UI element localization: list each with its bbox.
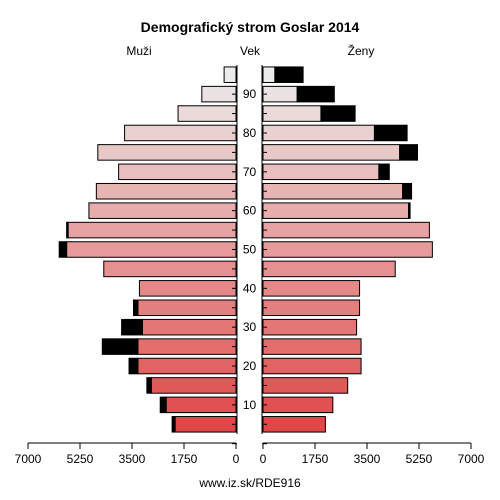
- female-excess-85-89: [296, 85, 335, 103]
- male-bar-20-24: [137, 338, 237, 355]
- male-bar-85-89: [201, 85, 237, 103]
- female-bar-90+: [262, 66, 276, 83]
- female-x-tick-label: 5250: [406, 452, 433, 466]
- female-x-tick-label: 3500: [354, 452, 381, 466]
- female-x-tick-label: 1750: [302, 452, 329, 466]
- female-excess-80-84: [320, 105, 356, 122]
- male-bar-0-4: [174, 416, 237, 433]
- male-bar-5-9: [165, 396, 237, 414]
- male-bar-65-69: [118, 163, 237, 181]
- male-bar-55-59: [88, 202, 237, 219]
- male-x-tick-label: 0: [233, 452, 240, 466]
- male-bar-45-49: [66, 241, 237, 258]
- male-bar-80-84: [177, 105, 237, 122]
- male-excess-5-9: [159, 396, 167, 414]
- female-bar-40-44: [262, 260, 396, 278]
- female-excess-60-64: [402, 182, 413, 200]
- female-bar-0-4: [262, 416, 326, 433]
- age-tick-label-20: 20: [243, 359, 257, 373]
- female-excess-70-74: [399, 144, 419, 161]
- age-tick-label-80: 80: [243, 126, 257, 140]
- male-excess-0-4: [171, 416, 176, 433]
- bars-layer: [58, 66, 433, 433]
- age-tick-label-90: 90: [243, 87, 257, 101]
- female-bar-55-59: [262, 202, 410, 219]
- male-bar-30-34: [137, 299, 237, 317]
- female-bar-15-19: [262, 357, 362, 375]
- male-x-tick-label: 1750: [171, 452, 198, 466]
- male-excess-10-14: [146, 377, 152, 394]
- female-bar-75-79: [262, 124, 375, 142]
- male-x-tick-label: 7000: [15, 452, 42, 466]
- male-bar-25-29: [141, 318, 237, 336]
- female-excess-55-59: [408, 202, 411, 219]
- female-bar-80-84: [262, 105, 322, 122]
- male-bar-75-79: [124, 124, 237, 142]
- female-bar-45-49: [262, 241, 433, 258]
- male-bar-35-39: [138, 280, 237, 297]
- age-tick-label-30: 30: [243, 320, 257, 334]
- male-excess-50-54: [66, 221, 69, 239]
- male-excess-30-34: [132, 299, 139, 317]
- male-bar-90+: [223, 66, 237, 83]
- female-bar-10-14: [262, 377, 349, 394]
- male-excess-25-29: [121, 318, 143, 336]
- male-bar-50-54: [67, 221, 237, 239]
- female-bar-65-69: [262, 163, 380, 181]
- female-excess-65-69: [378, 163, 390, 181]
- chart-title: Demografický strom Goslar 2014: [141, 19, 360, 35]
- female-bar-20-24: [262, 338, 362, 355]
- male-excess-45-49: [58, 241, 68, 258]
- female-x-tick-label: 7000: [458, 452, 485, 466]
- female-bar-85-89: [262, 85, 298, 103]
- male-x-tick-label: 5250: [67, 452, 94, 466]
- female-bar-25-29: [262, 318, 358, 336]
- female-bar-50-54: [262, 221, 430, 239]
- female-excess-75-79: [373, 124, 408, 142]
- footer-source: www.iz.sk/RDE916: [198, 476, 301, 490]
- female-bar-30-34: [262, 299, 361, 317]
- age-label: Vek: [240, 44, 261, 58]
- male-x-tick-label: 3500: [119, 452, 146, 466]
- male-bar-60-64: [95, 182, 237, 200]
- age-tick-label-60: 60: [243, 204, 257, 218]
- male-excess-15-19: [128, 357, 139, 375]
- age-tick-label-50: 50: [243, 243, 257, 257]
- male-bar-40-44: [103, 260, 237, 278]
- female-label: Ženy: [348, 43, 375, 58]
- female-bar-5-9: [262, 396, 334, 414]
- male-bar-15-19: [137, 357, 237, 375]
- female-excess-90+: [274, 66, 304, 83]
- female-x-tick-label: 0: [260, 452, 267, 466]
- male-excess-20-24: [101, 338, 139, 355]
- age-tick-label-10: 10: [243, 398, 257, 412]
- age-tick-label-70: 70: [243, 165, 257, 179]
- age-tick-label-40: 40: [243, 281, 257, 295]
- female-bar-70-74: [262, 144, 401, 161]
- axes-layer: 10 20 30 40 50 60 70 80 90 0 0 1750 1750 3500 3500 5250…: [15, 65, 485, 466]
- male-label: Muži: [126, 44, 151, 58]
- female-bar-60-64: [262, 182, 404, 200]
- male-bar-10-14: [150, 377, 237, 394]
- male-bar-70-74: [97, 144, 237, 161]
- female-bar-35-39: [262, 280, 361, 297]
